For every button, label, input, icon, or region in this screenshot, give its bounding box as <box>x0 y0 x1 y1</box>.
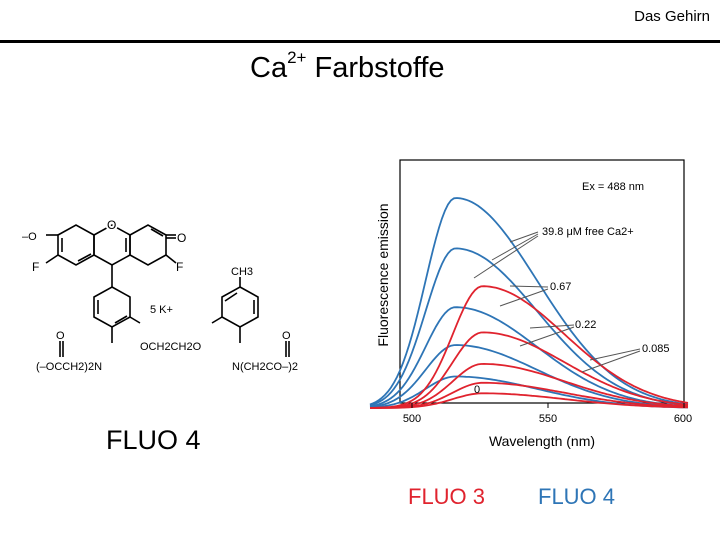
slide-title: Ca2+ Farbstoffe <box>250 48 445 85</box>
x-tick-label-500: 500 <box>403 413 421 425</box>
conc-label-0-22: 0.22 <box>575 319 596 331</box>
emission-curve-fluo3-3 <box>370 381 689 409</box>
fluo4-structure-diagram: –O O F F O CH3 5 K+ OCH2CH2O O O (–OCCH2… <box>22 216 298 373</box>
annotation-pointers <box>473 231 641 373</box>
emission-curve-fluo3-4 <box>370 392 689 409</box>
annotation-pointer-0 <box>509 231 539 243</box>
oxy-anion-label: –O <box>22 231 37 243</box>
emission-curve-fluo3-1 <box>370 331 689 409</box>
fluorine-right-label: F <box>176 260 183 274</box>
x-ticks <box>411 403 685 408</box>
conc-label-0: 0 <box>474 384 480 396</box>
annotation-pointer-6 <box>519 326 575 347</box>
conc-label-0-085: 0.085 <box>642 343 670 355</box>
excitation-annotation: Ex = 488 nm <box>582 181 644 193</box>
ring-oxygen-label: O <box>107 218 116 232</box>
legend-fluo3: FLUO 3 <box>408 484 486 509</box>
y-axis-label: Fluorescence emission <box>375 203 391 346</box>
legend-fluo4: FLUO 4 <box>538 484 616 509</box>
title-prefix: Ca <box>250 52 288 84</box>
emission-curve-fluo4-2 <box>369 306 689 408</box>
emission-curve-fluo3-2 <box>369 362 689 409</box>
header-divider <box>0 40 720 43</box>
emission-spectra-chart: Ex = 488 nm 39.8 μM free Ca2+ 0.67 0.22 … <box>369 159 692 449</box>
emission-curve-fluo4-0 <box>369 197 689 406</box>
x-axis-label: Wavelength (nm) <box>489 433 595 449</box>
annotation-pointer-7 <box>589 348 641 361</box>
carbonyl-o-right-label: O <box>282 330 291 342</box>
annotation-pointer-5 <box>529 324 575 329</box>
x-tick-label-600: 600 <box>674 413 692 425</box>
structure-name-label: FLUO 4 <box>106 425 201 455</box>
annotation-pointer-8 <box>581 350 641 373</box>
emission-curve-fluo4-3 <box>369 344 689 408</box>
annotation-pointer-3 <box>509 285 549 288</box>
emission-curve-fluo3-0 <box>370 285 689 409</box>
annotation-pointer-4 <box>499 288 549 307</box>
spectra-curves <box>369 197 689 409</box>
annotation-pointer-2 <box>473 235 539 279</box>
amine-left-label: (–OCCH2)2N <box>36 361 102 373</box>
plot-frame <box>399 159 685 404</box>
title-superscript: 2+ <box>287 48 307 67</box>
conc-label-0-67: 0.67 <box>550 281 571 293</box>
amine-right-label: N(CH2CO–)2 <box>232 361 298 373</box>
annotation-pointer-1 <box>491 233 539 261</box>
x-tick-label-550: 550 <box>539 413 557 425</box>
conc-label-39-8: 39.8 μM free Ca2+ <box>542 226 634 238</box>
carbonyl-o-left-label: O <box>56 330 65 342</box>
structure-bonds <box>45 224 290 357</box>
methyl-label: CH3 <box>231 266 253 278</box>
linker-label: OCH2CH2O <box>140 341 202 353</box>
header-label: Das Gehirn <box>634 8 710 25</box>
carbonyl-o-label: O <box>177 231 186 245</box>
potassium-label: 5 K+ <box>150 304 173 316</box>
title-suffix: Farbstoffe <box>306 52 445 84</box>
fluorine-left-label: F <box>32 260 39 274</box>
